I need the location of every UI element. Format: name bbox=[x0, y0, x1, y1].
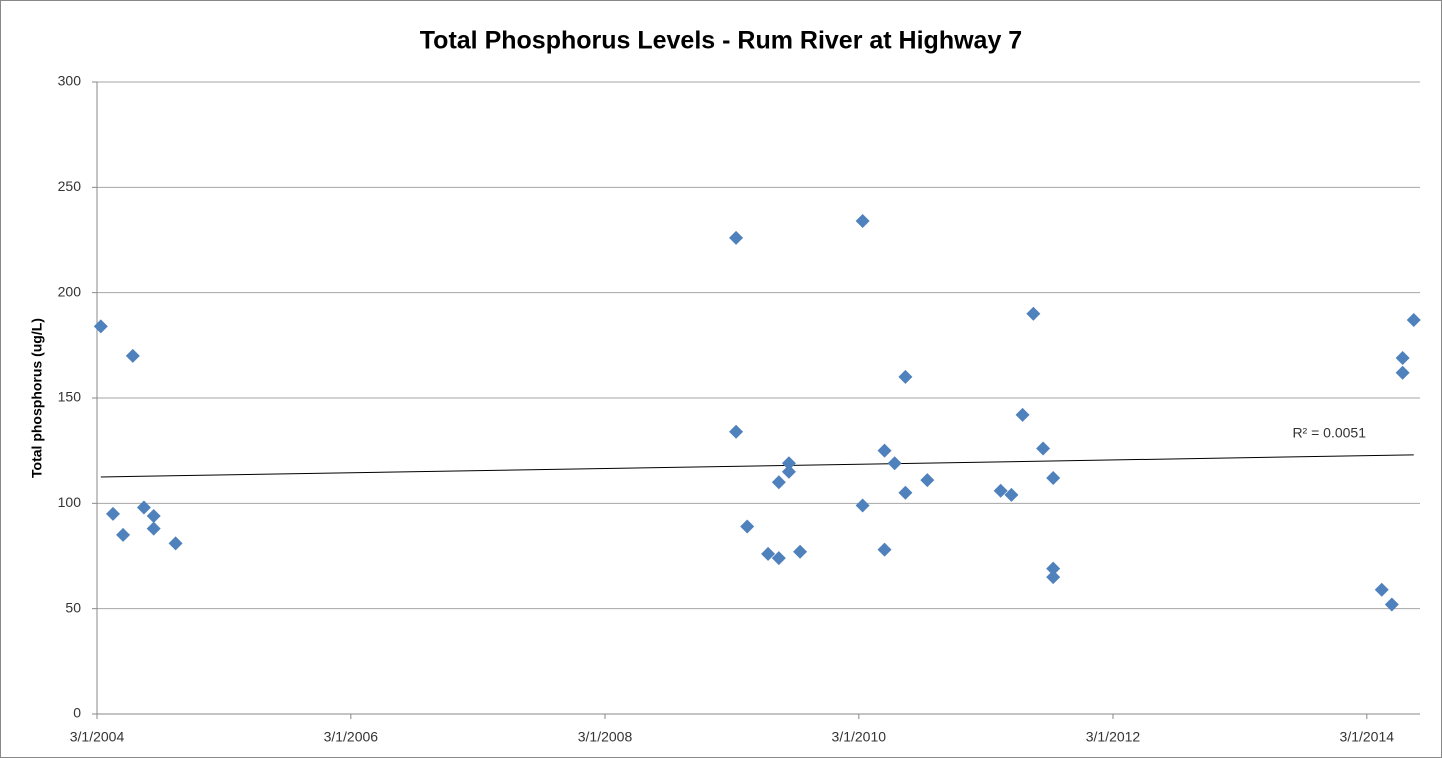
data-point bbox=[1046, 561, 1061, 576]
trendline bbox=[100, 454, 1414, 478]
data-point bbox=[146, 508, 161, 523]
data-point bbox=[855, 214, 870, 229]
data-point bbox=[1046, 570, 1061, 585]
data-point bbox=[168, 536, 183, 551]
data-point bbox=[740, 519, 755, 534]
data-point bbox=[1395, 350, 1410, 365]
data-point bbox=[93, 319, 108, 334]
x-tick-label: 3/1/2004 bbox=[70, 729, 125, 745]
data-point bbox=[729, 230, 744, 245]
data-point bbox=[146, 521, 161, 536]
data-point bbox=[729, 424, 744, 439]
data-point bbox=[1384, 597, 1399, 612]
trendline-label: R² = 0.0051 bbox=[1292, 425, 1366, 441]
data-point bbox=[1046, 471, 1061, 486]
data-point bbox=[105, 506, 120, 521]
data-point bbox=[771, 551, 786, 566]
data-point bbox=[1374, 582, 1389, 597]
x-tick-label: 3/1/2008 bbox=[578, 729, 633, 745]
data-point bbox=[877, 542, 892, 557]
data-point bbox=[761, 546, 776, 561]
y-tick-label: 100 bbox=[58, 494, 82, 510]
data-point bbox=[1004, 487, 1019, 502]
data-point bbox=[781, 456, 796, 471]
x-tick-label: 3/1/2010 bbox=[832, 729, 887, 745]
y-axis-label: Total phosphorus (ug/L) bbox=[29, 318, 45, 478]
y-tick-label: 250 bbox=[58, 178, 82, 194]
data-point bbox=[793, 544, 808, 559]
data-point bbox=[1395, 365, 1410, 380]
x-tick-label: 3/1/2012 bbox=[1086, 729, 1141, 745]
data-point bbox=[855, 498, 870, 513]
data-point bbox=[877, 443, 892, 458]
x-tick-label: 3/1/2006 bbox=[324, 729, 379, 745]
data-point bbox=[1015, 407, 1030, 422]
data-point bbox=[1026, 306, 1041, 321]
data-point bbox=[993, 483, 1008, 498]
data-point bbox=[771, 475, 786, 490]
data-point bbox=[125, 348, 140, 363]
data-point bbox=[136, 500, 151, 515]
data-point bbox=[1406, 313, 1421, 328]
data-point bbox=[116, 527, 131, 542]
chart-title: Total Phosphorus Levels - Rum River at H… bbox=[420, 27, 1022, 55]
y-tick-label: 150 bbox=[58, 389, 82, 405]
data-point bbox=[898, 485, 913, 500]
y-tick-label: 50 bbox=[65, 599, 81, 615]
data-point bbox=[887, 456, 902, 471]
x-tick-label: 3/1/2014 bbox=[1340, 729, 1395, 745]
data-point bbox=[1036, 441, 1051, 456]
data-point bbox=[781, 464, 796, 479]
y-tick-label: 200 bbox=[58, 283, 82, 299]
y-tick-label: 0 bbox=[73, 705, 81, 721]
data-point bbox=[898, 369, 913, 384]
y-tick-label: 300 bbox=[58, 73, 82, 89]
data-point bbox=[920, 473, 935, 488]
